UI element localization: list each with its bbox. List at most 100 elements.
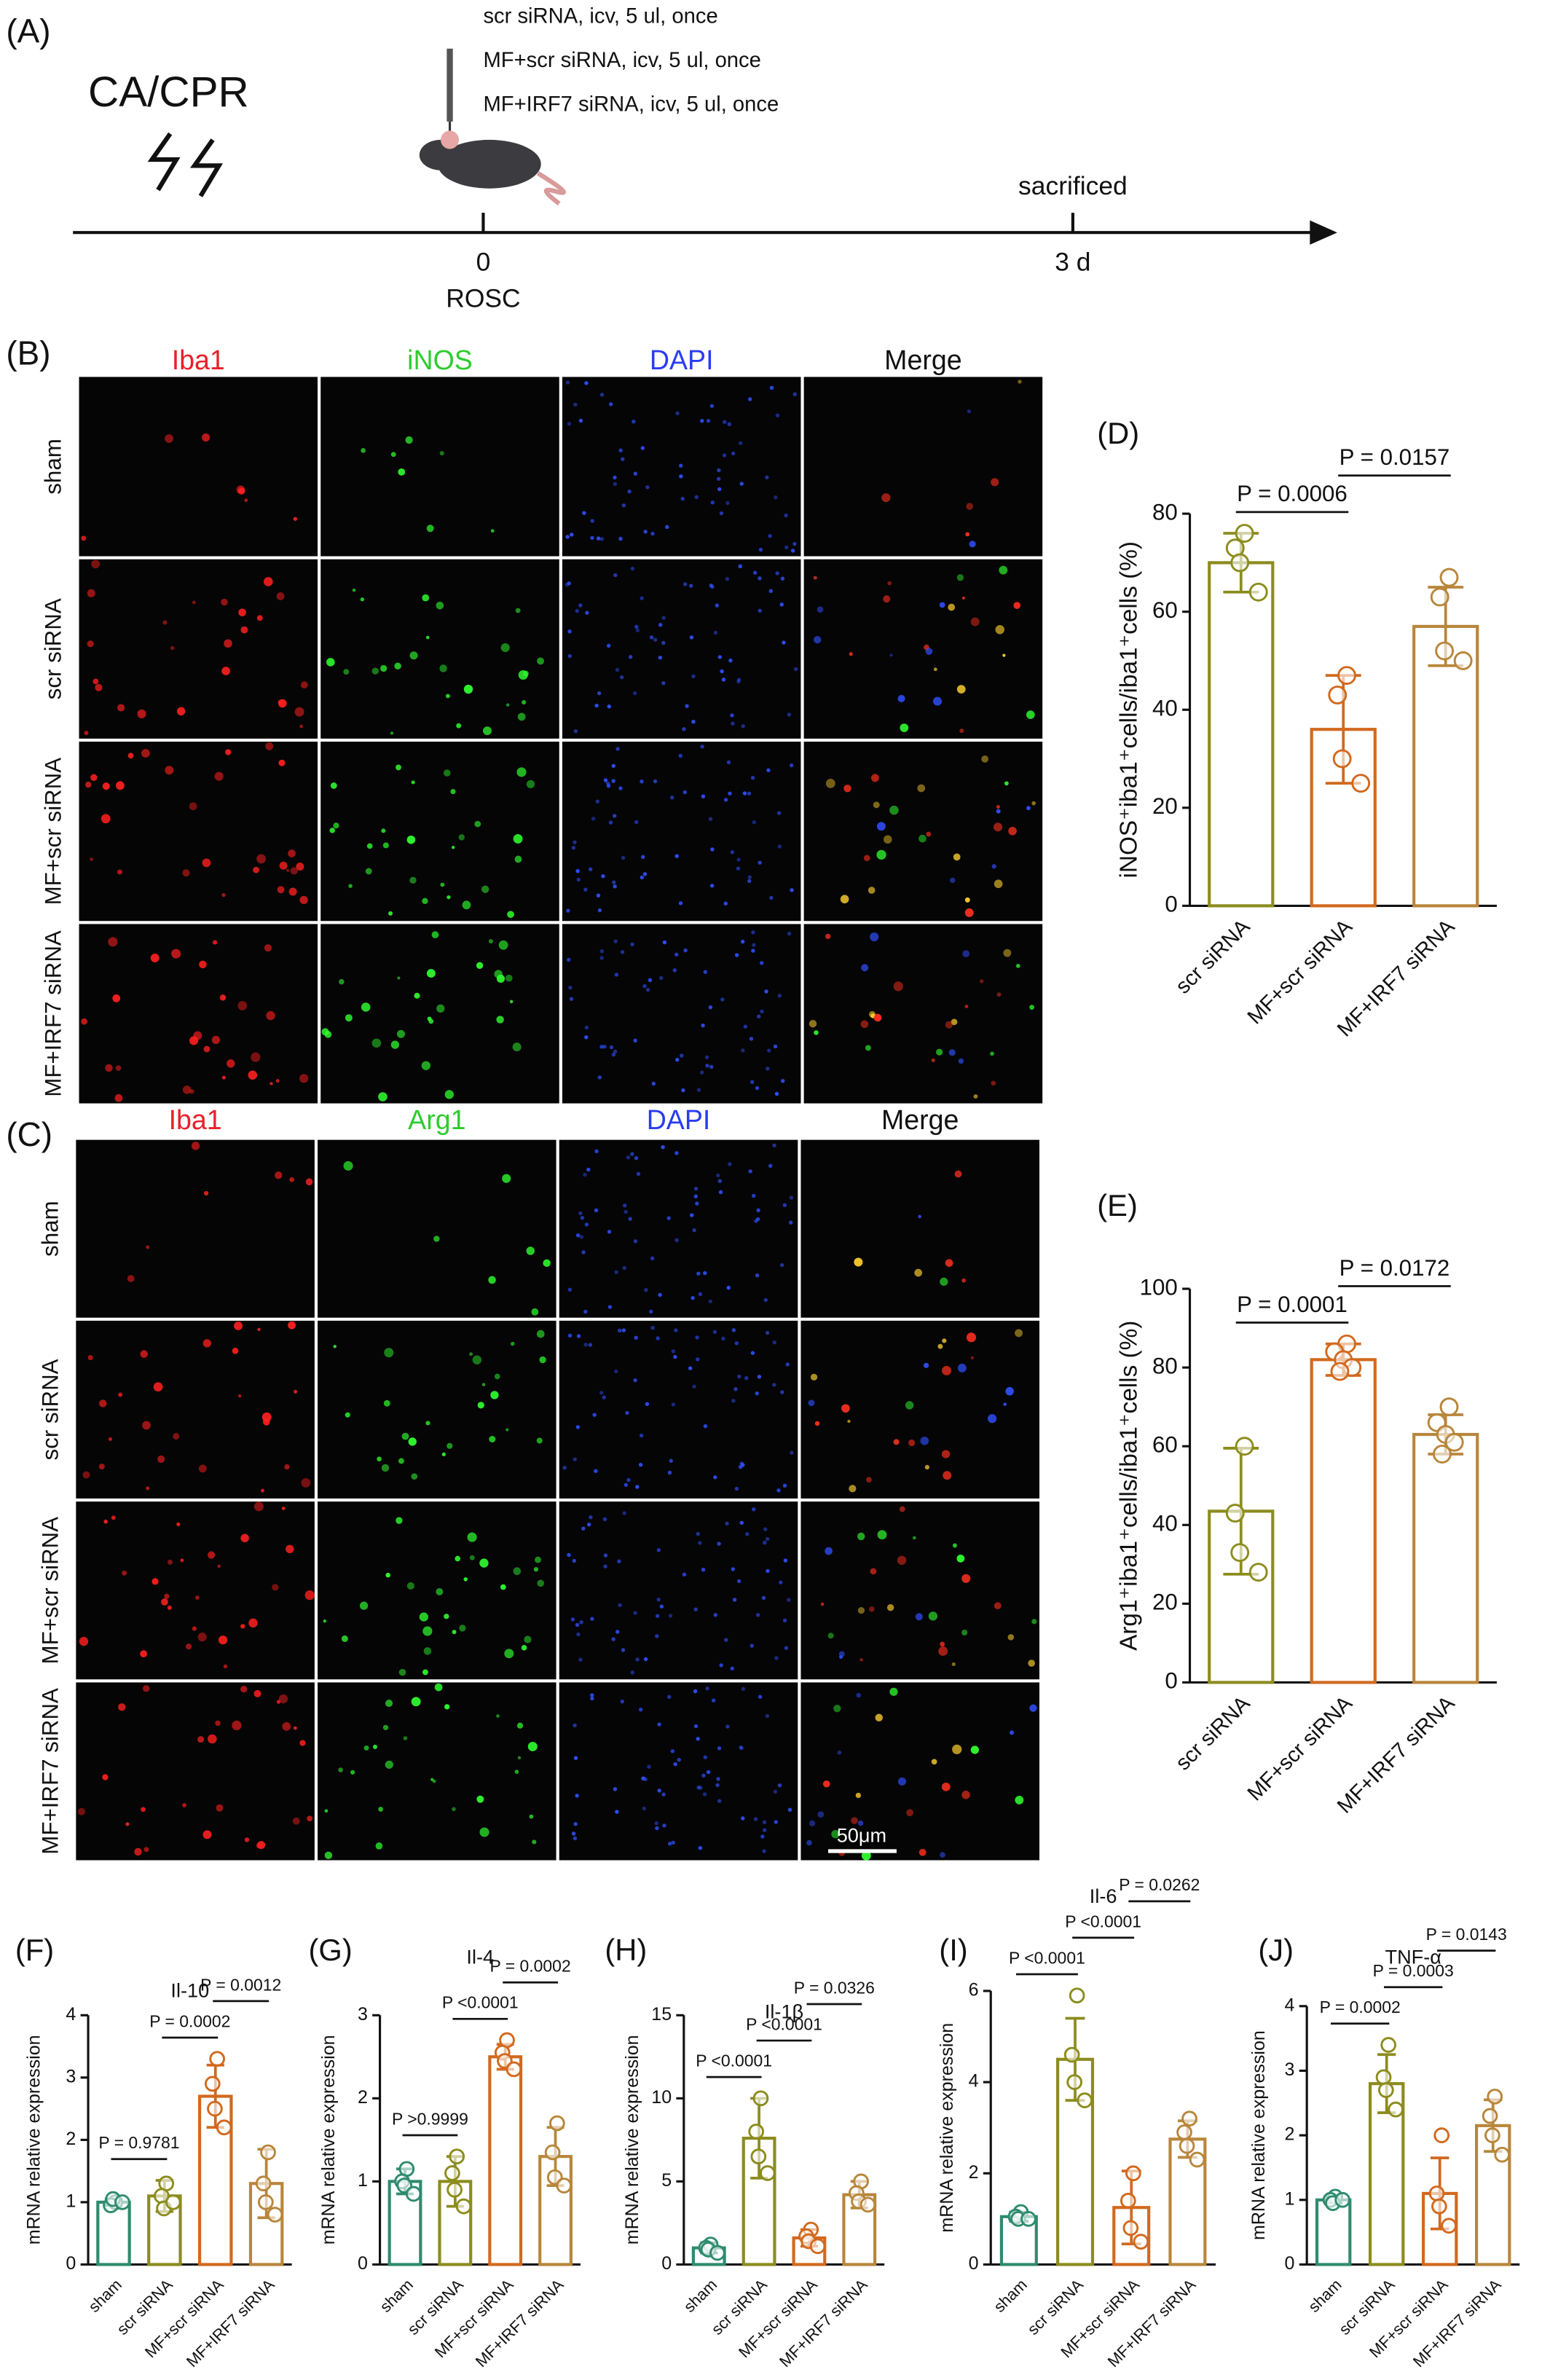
cell-dot	[333, 1345, 337, 1348]
cell-dot	[727, 422, 732, 427]
cell-dot	[502, 1174, 511, 1183]
cell-dot	[482, 726, 492, 736]
cell-dot	[717, 1179, 722, 1183]
bar	[1412, 624, 1479, 908]
cell-dot	[808, 1399, 815, 1407]
cell-dot	[488, 1276, 496, 1284]
cell-dot	[814, 1421, 820, 1426]
cell-dot	[590, 1617, 594, 1621]
cell-dot	[603, 1553, 608, 1558]
cell-dot	[452, 1630, 457, 1635]
data-point	[750, 2148, 767, 2165]
panel-label: (F)	[15, 1933, 54, 1967]
panel-label: (C)	[6, 1115, 52, 1153]
cell-dot	[611, 779, 615, 783]
cell-dot	[221, 892, 226, 898]
cell-dot	[594, 1208, 599, 1213]
cell-dot	[307, 1815, 313, 1822]
cell-dot	[966, 503, 974, 510]
cell-dot	[627, 489, 632, 494]
chart-title: Il-4	[466, 1945, 494, 1968]
cell-dot	[102, 1774, 109, 1780]
mouse-tail	[536, 171, 566, 206]
cell-dot	[783, 1558, 788, 1563]
cell-dot	[731, 1328, 736, 1332]
cell-dot	[877, 1530, 887, 1540]
y-tick-label: 1	[66, 2191, 76, 2212]
cell-dot	[568, 986, 573, 990]
cell-dot	[730, 850, 735, 855]
cell-dot	[77, 1807, 85, 1815]
cell-dot	[716, 1173, 720, 1178]
cell-dot	[784, 513, 788, 518]
cell-dot	[790, 549, 795, 553]
cell-dot	[394, 662, 401, 669]
cell-dot	[666, 1694, 672, 1700]
cell-dot	[1028, 1660, 1036, 1667]
cell-dot	[723, 798, 728, 802]
cell-dot	[496, 1714, 500, 1718]
cell-dot	[628, 1217, 632, 1221]
cell-dot	[697, 1541, 702, 1545]
cell-dot	[675, 1058, 680, 1062]
cell-dot	[195, 1595, 200, 1600]
cell-dot	[741, 724, 745, 728]
cell-dot	[398, 468, 406, 476]
cell-dot	[639, 1708, 643, 1712]
cell-dot	[467, 1532, 477, 1542]
micrograph	[803, 742, 1043, 922]
cell-dot	[639, 1433, 644, 1438]
cell-dot	[278, 759, 286, 766]
cell-dot	[630, 566, 635, 571]
micrograph	[559, 1682, 798, 1861]
cell-dot	[661, 681, 666, 686]
cell-dot	[293, 517, 297, 521]
data-point	[1176, 2124, 1192, 2140]
cell-dot	[215, 1720, 221, 1727]
cell-dot	[706, 418, 711, 423]
cell-dot	[182, 1803, 187, 1807]
cell-dot	[622, 1203, 627, 1208]
cell-dot	[762, 1849, 766, 1853]
cell-dot	[288, 887, 297, 896]
significance-label: P <0.0001	[696, 2051, 772, 2070]
cell-dot	[990, 1051, 994, 1056]
data-point	[1431, 2198, 1447, 2215]
cell-dot	[918, 1214, 921, 1219]
cell-dot	[782, 640, 786, 645]
cell-dot	[996, 809, 1001, 814]
cell-dot	[958, 1058, 964, 1064]
cell-dot	[678, 901, 683, 906]
cell-dot	[1031, 1619, 1037, 1625]
cell-dot	[709, 583, 714, 588]
cell-dot	[240, 1533, 249, 1543]
cell-dot	[498, 940, 508, 950]
cell-dot	[873, 801, 880, 809]
cell-dot	[940, 1852, 945, 1858]
cell-dot	[87, 589, 95, 597]
cell-dot	[633, 1038, 637, 1043]
panel-label: (I)	[939, 1933, 967, 1967]
cell-dot	[102, 782, 110, 790]
cell-dot	[645, 988, 650, 992]
cell-dot	[774, 1656, 779, 1660]
cell-dot	[743, 1024, 748, 1029]
cell-dot	[284, 1464, 290, 1470]
cell-dot	[780, 576, 785, 581]
data-point	[446, 2181, 463, 2198]
significance-label: P = 0.0172	[1339, 1255, 1450, 1281]
cell-dot	[150, 954, 160, 962]
micrograph	[559, 1320, 798, 1499]
data-point	[207, 2100, 223, 2117]
x-tick-label: scr siRNA	[1171, 915, 1255, 999]
cell-dot	[216, 1804, 224, 1812]
lightning-icon	[147, 132, 223, 197]
cell-dot	[573, 728, 578, 734]
cell-dot	[937, 1343, 943, 1349]
cell-dot	[452, 1807, 456, 1812]
cell-dot	[324, 1851, 333, 1860]
cell-dot	[494, 1373, 500, 1380]
cell-dot	[282, 1721, 291, 1731]
row-label: MF+scr siRNA	[37, 1517, 63, 1665]
cell-dot	[134, 1847, 142, 1856]
